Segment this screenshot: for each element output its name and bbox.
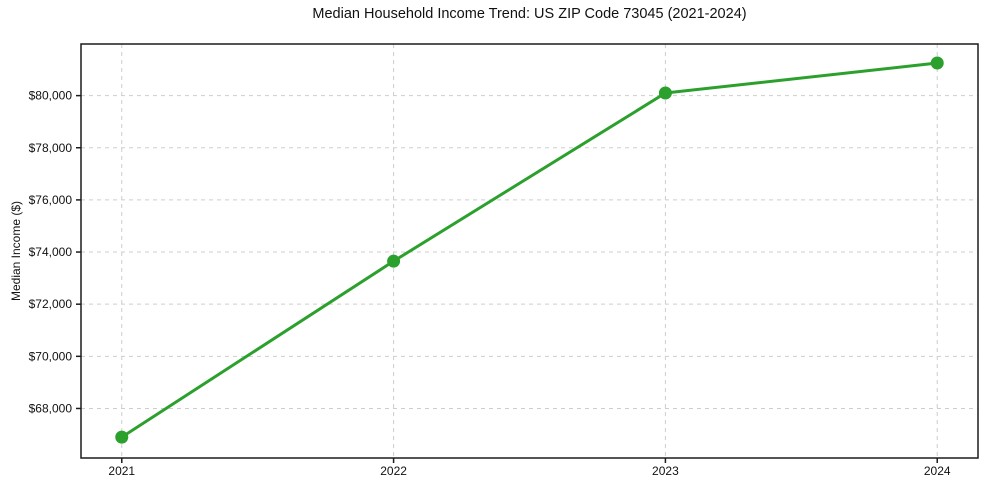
y-tick-label: $80,000	[29, 89, 73, 103]
y-tick-label: $76,000	[29, 193, 73, 207]
x-tick-label: 2024	[924, 464, 951, 478]
data-point-marker	[930, 56, 944, 70]
chart-title: Median Household Income Trend: US ZIP Co…	[312, 6, 747, 22]
trend-line	[120, 61, 939, 439]
x-tick-label: 2023	[652, 464, 679, 478]
y-tick-label: $68,000	[29, 401, 73, 415]
y-tick-label: $78,000	[29, 141, 73, 155]
y-tick-label: $74,000	[29, 245, 73, 259]
y-tick-label: $72,000	[29, 297, 73, 311]
x-tick-label: 2022	[380, 464, 407, 478]
x-tick-label: 2021	[108, 464, 135, 478]
data-point-marker	[115, 430, 129, 444]
plot-border	[80, 43, 979, 459]
y-tick-label: $70,000	[29, 349, 73, 363]
data-point-marker	[658, 86, 672, 100]
data-point-marker	[387, 254, 401, 268]
